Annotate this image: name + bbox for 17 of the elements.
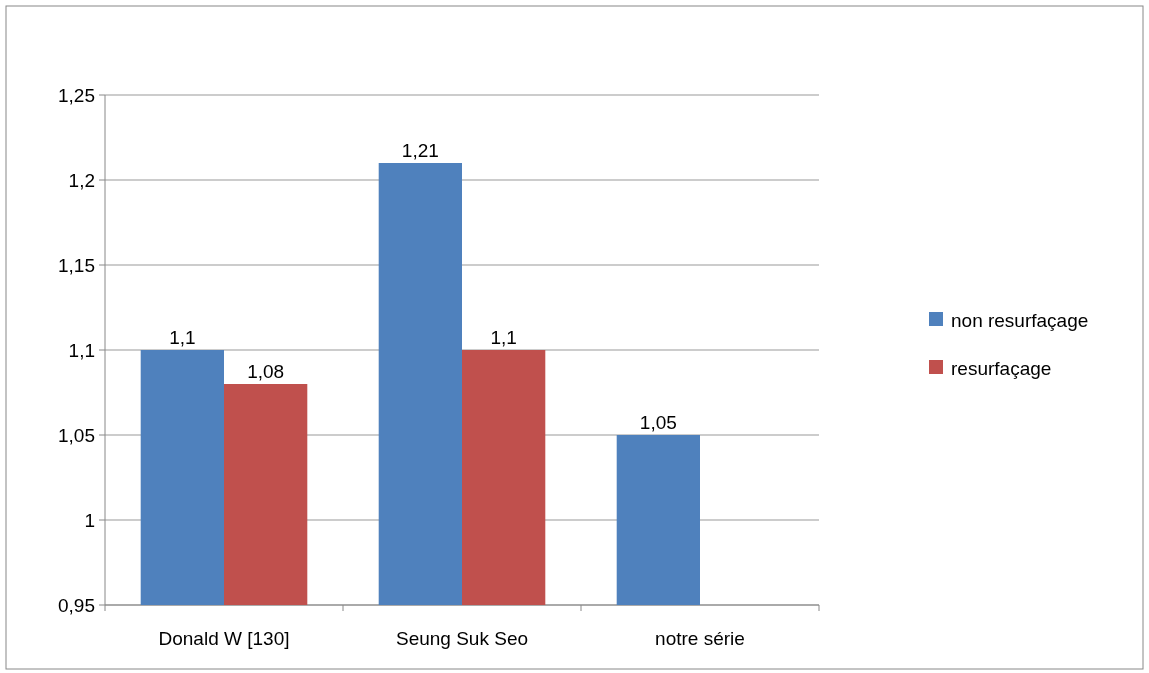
y-tick-label: 0,95 xyxy=(58,594,95,616)
y-tick-label: 1,05 xyxy=(58,424,95,446)
legend-label: non resurfaçage xyxy=(951,309,1089,331)
x-tick-label: Donald W [130] xyxy=(158,628,290,649)
x-tick-label: notre série xyxy=(655,628,745,649)
y-tick-label: 1,25 xyxy=(58,84,95,106)
data-label: 1,05 xyxy=(639,412,677,433)
x-tick-label: Seung Suk Seo xyxy=(395,628,529,649)
y-tick-label: 1,2 xyxy=(68,169,95,191)
y-tick-label: 1,15 xyxy=(58,254,95,276)
data-label: 1,21 xyxy=(401,140,439,161)
data-label: 1,08 xyxy=(247,361,285,382)
data-label: 1,1 xyxy=(490,327,517,348)
y-tick-label: 1,1 xyxy=(68,339,95,361)
data-label: 1,1 xyxy=(169,327,196,348)
y-tick-label: 1 xyxy=(84,509,95,531)
legend-label: resurfaçage xyxy=(951,357,1052,379)
